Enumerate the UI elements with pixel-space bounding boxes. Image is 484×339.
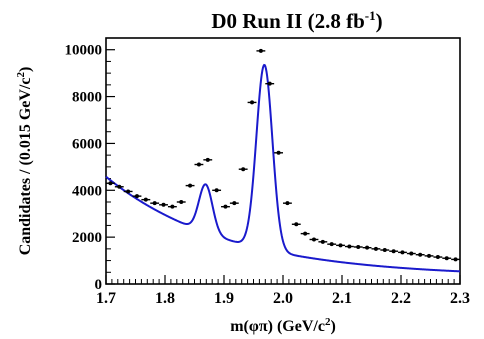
data-point-marker <box>365 245 370 250</box>
data-point-marker <box>196 162 201 167</box>
data-point <box>106 181 115 186</box>
data-point <box>150 201 160 206</box>
data-point <box>238 167 248 172</box>
data-point <box>274 150 283 155</box>
x-axis-label: m(φπ) (GeV/c2) <box>230 316 336 335</box>
data-point <box>167 204 177 209</box>
data-point-marker <box>258 48 263 53</box>
data-point-marker <box>170 204 175 209</box>
data-point <box>371 246 381 251</box>
data-point <box>336 243 345 248</box>
data-point-marker <box>338 243 343 248</box>
data-point-marker <box>311 237 316 242</box>
data-point-marker <box>320 239 325 244</box>
data-point <box>141 197 151 202</box>
data-point-marker <box>188 183 193 188</box>
data-point-marker <box>152 201 157 206</box>
data-point-marker <box>418 252 423 257</box>
fit-curve-line <box>105 63 461 273</box>
x-tick-label: 1.8 <box>155 290 175 307</box>
x-tick-label: 1.9 <box>214 290 234 307</box>
y-tick-label: 8000 <box>72 90 102 106</box>
data-point <box>283 201 292 206</box>
data-point <box>203 157 213 162</box>
data-point-marker <box>143 197 148 202</box>
data-point <box>406 251 416 256</box>
data-point-marker <box>435 255 440 260</box>
x-tick-label: 2.3 <box>450 290 470 307</box>
y-tick-label: 0 <box>95 277 103 293</box>
x-tick-label: 2.2 <box>391 290 411 307</box>
data-point-marker <box>356 244 361 249</box>
data-point-marker <box>285 201 290 206</box>
data-point-marker <box>214 188 219 193</box>
data-point-marker <box>329 242 334 247</box>
data-point-marker <box>347 244 352 249</box>
data-point <box>398 250 407 255</box>
data-point-marker <box>232 201 237 206</box>
chart-title: D0 Run II (2.8 fb-1) <box>211 8 382 33</box>
data-point <box>132 194 142 199</box>
data-point <box>300 231 310 236</box>
data-point-marker <box>373 246 378 251</box>
data-point-marker <box>126 189 131 194</box>
data-point <box>389 249 399 254</box>
y-tick-label: 6000 <box>72 136 102 152</box>
data-point-marker <box>453 257 458 262</box>
data-point <box>114 184 124 189</box>
y-tick-label: 10000 <box>65 43 103 59</box>
data-point-marker <box>223 204 228 209</box>
data-point <box>318 239 328 244</box>
data-point <box>433 255 443 260</box>
data-point <box>451 257 460 262</box>
data-point <box>194 162 204 167</box>
data-point <box>176 200 186 204</box>
data-point <box>185 183 195 188</box>
data-point-marker <box>267 81 272 86</box>
data-point-marker <box>134 194 139 199</box>
data-point <box>221 204 230 209</box>
y-tick-label: 4000 <box>72 183 102 199</box>
y-tick-label: 2000 <box>72 230 102 246</box>
data-point-marker <box>108 181 113 186</box>
data-point <box>247 100 257 105</box>
data-point-marker <box>250 100 255 105</box>
data-point-marker <box>161 202 166 207</box>
data-point-marker <box>241 167 246 172</box>
data-point <box>212 188 222 193</box>
plot-frame <box>105 37 461 285</box>
data-point <box>424 253 434 258</box>
data-point-marker <box>427 253 432 258</box>
data-point-marker <box>409 251 414 256</box>
data-point <box>344 244 354 249</box>
data-point-marker <box>179 200 184 204</box>
x-tick-label: 1.7 <box>96 290 116 307</box>
data-point-marker <box>444 256 449 261</box>
data-point-marker <box>303 231 308 236</box>
data-point <box>362 245 372 250</box>
data-point <box>265 81 275 86</box>
x-tick-label: 2.1 <box>332 290 352 307</box>
data-point <box>442 256 452 261</box>
data-point <box>327 242 337 247</box>
y-axis-label: Candidates / (0.015 GeV/c2) <box>15 67 34 256</box>
x-tick-label: 2.0 <box>273 290 293 307</box>
data-point-marker <box>294 222 299 227</box>
data-point <box>256 48 266 53</box>
data-point-marker <box>276 150 281 155</box>
data-point-marker <box>400 250 405 255</box>
data-point <box>380 248 390 253</box>
data-point-marker <box>117 184 122 189</box>
data-point <box>123 189 133 194</box>
data-point <box>159 202 168 207</box>
data-point <box>353 244 363 249</box>
data-point-marker <box>391 249 396 254</box>
data-point <box>309 237 319 242</box>
data-point <box>291 222 301 227</box>
data-point <box>229 201 239 206</box>
data-point <box>415 252 425 257</box>
data-point-marker <box>382 248 387 253</box>
data-point-marker <box>205 157 210 162</box>
